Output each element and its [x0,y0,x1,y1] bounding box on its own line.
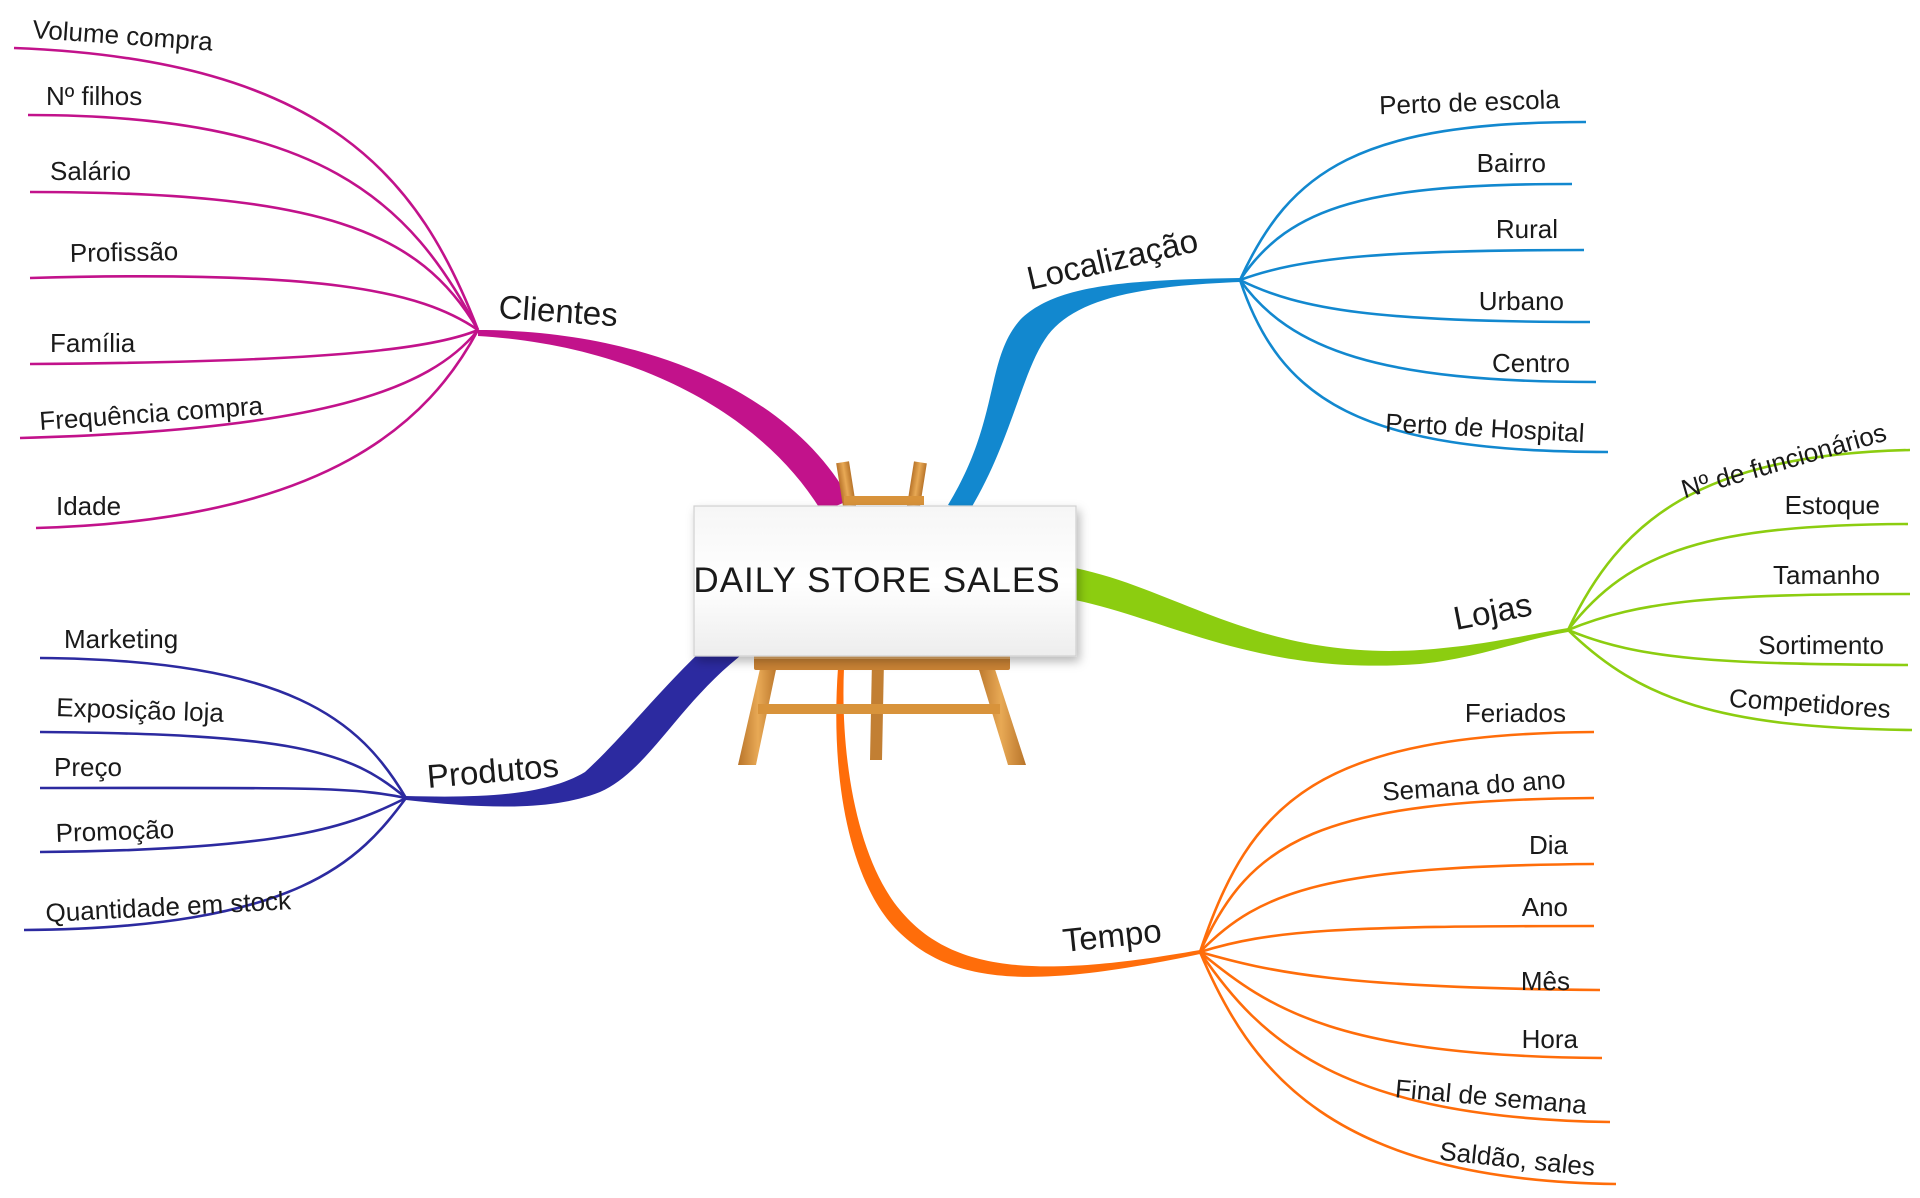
leaf-localizacao-3: Urbano [1479,286,1564,316]
leaf-lojas-3: Sortimento [1758,630,1884,660]
leaf-produtos-4: Quantidade em stock [45,885,293,928]
branch-label-tempo: Tempo [1061,912,1163,959]
leaf-produtos-2: Preço [54,752,122,782]
easel-top-peg-right [906,461,927,513]
branch-label-lojas: Lojas [1450,585,1535,636]
leaf-lojas-2: Tamanho [1773,560,1880,590]
leaf-localizacao-2: Rural [1496,214,1558,244]
branch-label-clientes: Clientes [498,288,620,333]
leaf-localizacao-5: Perto de Hospital [1385,408,1586,448]
tempo-sub-branches [1198,730,1617,1186]
branch-localizacao-connector [948,278,1240,510]
clientes-sub-branches [13,46,480,530]
leaf-tempo-0: Feriados [1465,698,1566,728]
leaf-produtos-0: Marketing [64,624,178,654]
leaf-clientes-2: Salário [50,156,131,186]
leaf-produtos-1: Exposição loja [56,692,225,728]
easel-cross-bar [758,704,1000,714]
leaf-clientes-4: Família [50,328,136,358]
center-board: DAILY STORE SALES [693,505,1077,657]
leaf-tempo-3: Ano [1522,892,1568,922]
produtos-sub-branches [23,656,408,932]
leaf-lojas-1: Estoque [1785,490,1880,520]
leaf-localizacao-4: Centro [1492,348,1570,378]
branch-label-produtos: Produtos [425,747,560,795]
leaf-clientes-1: Nº filhos [46,81,142,111]
branch-lojas-connector [1075,568,1568,666]
leaf-produtos-3: Promoção [55,814,174,848]
lojas-sub-branches [1566,448,1913,732]
easel-leg-right [976,660,1026,765]
leaf-clientes-6: Idade [56,491,121,521]
leaf-tempo-4: Mês [1521,966,1570,996]
center-title: DAILY STORE SALES [693,561,1060,600]
center-board-panel [693,505,1077,657]
leaf-localizacao-0: Perto de escola [1379,84,1561,120]
leaf-tempo-5: Hora [1522,1024,1579,1054]
localizacao-sub-branches [1238,120,1609,454]
branch-produtos-connector [406,650,748,807]
branch-clientes-connector [478,330,850,512]
leaf-tempo-1: Semana do ano [1381,764,1566,807]
leaf-clientes-3: Profissão [70,236,179,268]
leaf-clientes-5: Frequência compra [38,390,264,436]
leaf-tempo-2: Dia [1529,830,1569,860]
leaf-localizacao-1: Bairro [1477,148,1546,178]
easel-top-bar [844,496,924,505]
leaf-tempo-7: Saldão, sales [1438,1136,1596,1182]
